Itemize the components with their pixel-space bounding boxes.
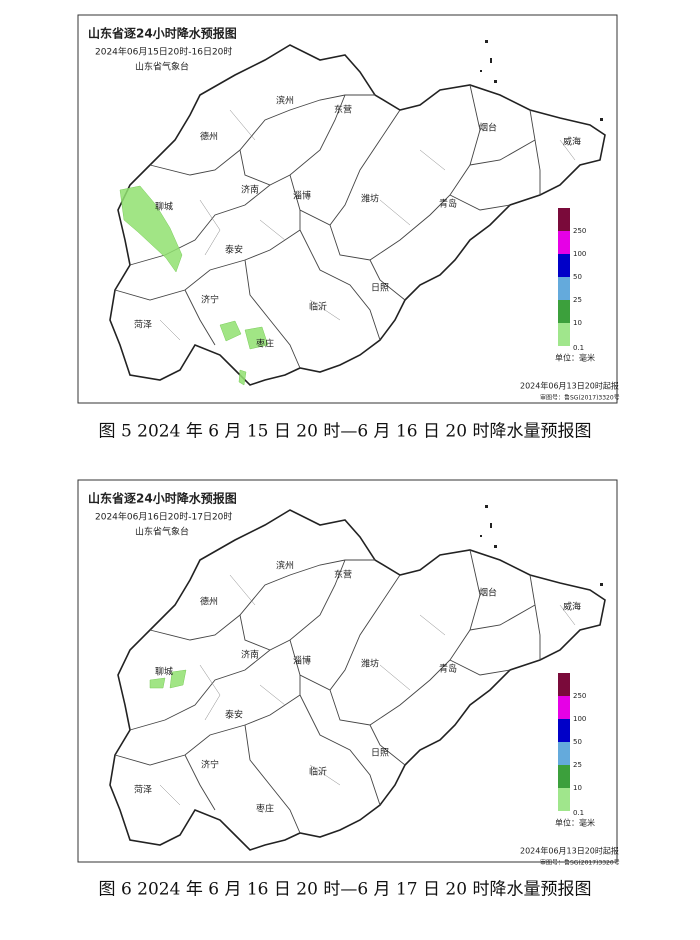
city-label: 滨州 [276,95,294,107]
issue-time: 2024年06月13日20时起报 [520,846,619,856]
legend-swatch [558,742,570,765]
city-label: 潍坊 [361,658,379,670]
legend-unit: 单位：毫米 [555,818,595,828]
figure-caption: 图 6 2024 年 6 月 16 日 20 时—6 月 17 日 20 时降水… [99,880,592,900]
legend-swatch [558,300,570,323]
review-number: 审图号：鲁SG(2017)3320号 [540,859,620,867]
city-label: 枣庄 [256,338,274,350]
legend-tick: 10 [573,319,582,327]
city-label: 聊城 [155,666,173,678]
rain-area [119,185,183,273]
legend-tick: 100 [573,715,586,723]
map-title: 山东省逐24小时降水预报图 [88,491,237,506]
map-title: 山东省逐24小时降水预报图 [88,26,237,41]
city-label: 菏泽 [134,320,152,331]
legend-swatch [558,719,570,742]
figure-caption: 图 5 2024 年 6 月 15 日 20 时—6 月 16 日 20 时降水… [99,422,592,442]
map-period: 2024年06月16日20时-17日20时 [95,511,232,523]
rain-area [244,326,269,350]
city-label: 青岛 [439,663,457,675]
legend-tick: 25 [573,761,582,769]
legend-tick: 0.1 [573,809,584,817]
city-label: 威海 [563,136,581,148]
city-label: 枣庄 [256,803,274,815]
legend-swatch [558,254,570,277]
map-issuer: 山东省气象台 [135,526,189,538]
map-figure: 山东省逐24小时降水预报图 2024年06月15日20时-16日20时山东省气象台… [77,14,620,404]
rain-area [149,677,166,689]
rain-area [219,320,242,342]
city-label: 泰安 [225,244,243,256]
city-label: 潍坊 [361,193,379,205]
legend-tick: 250 [573,692,586,700]
city-label: 日照 [371,748,389,759]
legend-tick: 50 [573,738,582,746]
legend-tick: 25 [573,296,582,304]
legend-swatch [558,208,570,231]
map-figure: 山东省逐24小时降水预报图 2024年06月16日20时-17日20时山东省气象台… [77,479,620,867]
legend-swatch [558,323,570,346]
city-label: 济宁 [201,294,219,306]
legend-unit: 单位：毫米 [555,353,595,363]
legend-swatch [558,231,570,254]
city-label: 东营 [334,569,352,581]
city-label: 德州 [200,596,218,608]
city-label: 临沂 [309,301,327,313]
city-label: 淄博 [293,190,311,202]
city-label: 滨州 [276,560,294,572]
review-number: 审图号：鲁SG(2017)3320号 [540,394,620,402]
city-label: 济宁 [201,759,219,771]
legend-swatch [558,788,570,811]
legend-swatch [558,277,570,300]
city-label: 济南 [241,649,259,661]
legend-swatch [558,765,570,788]
city-label: 烟台 [479,122,497,134]
city-label: 东营 [334,104,352,116]
city-label: 淄博 [293,655,311,667]
city-label: 聊城 [155,201,173,213]
legend-tick: 100 [573,250,586,258]
issue-time: 2024年06月13日20时起报 [520,381,619,391]
city-label: 青岛 [439,198,457,210]
legend-tick: 10 [573,784,582,792]
city-label: 泰安 [225,709,243,721]
map-issuer: 山东省气象台 [135,61,189,73]
rain-area [169,669,187,689]
city-label: 德州 [200,131,218,143]
map-period: 2024年06月15日20时-16日20时 [95,46,232,58]
city-label: 济南 [241,184,259,196]
legend-tick: 250 [573,227,586,235]
city-label: 临沂 [309,766,327,778]
city-label: 烟台 [479,587,497,599]
legend-swatch [558,696,570,719]
city-label: 日照 [371,283,389,294]
city-label: 威海 [563,601,581,613]
legend-swatch [558,673,570,696]
legend-tick: 0.1 [573,344,584,352]
legend-tick: 50 [573,273,582,281]
rain-area [238,369,247,386]
city-label: 菏泽 [134,785,152,796]
